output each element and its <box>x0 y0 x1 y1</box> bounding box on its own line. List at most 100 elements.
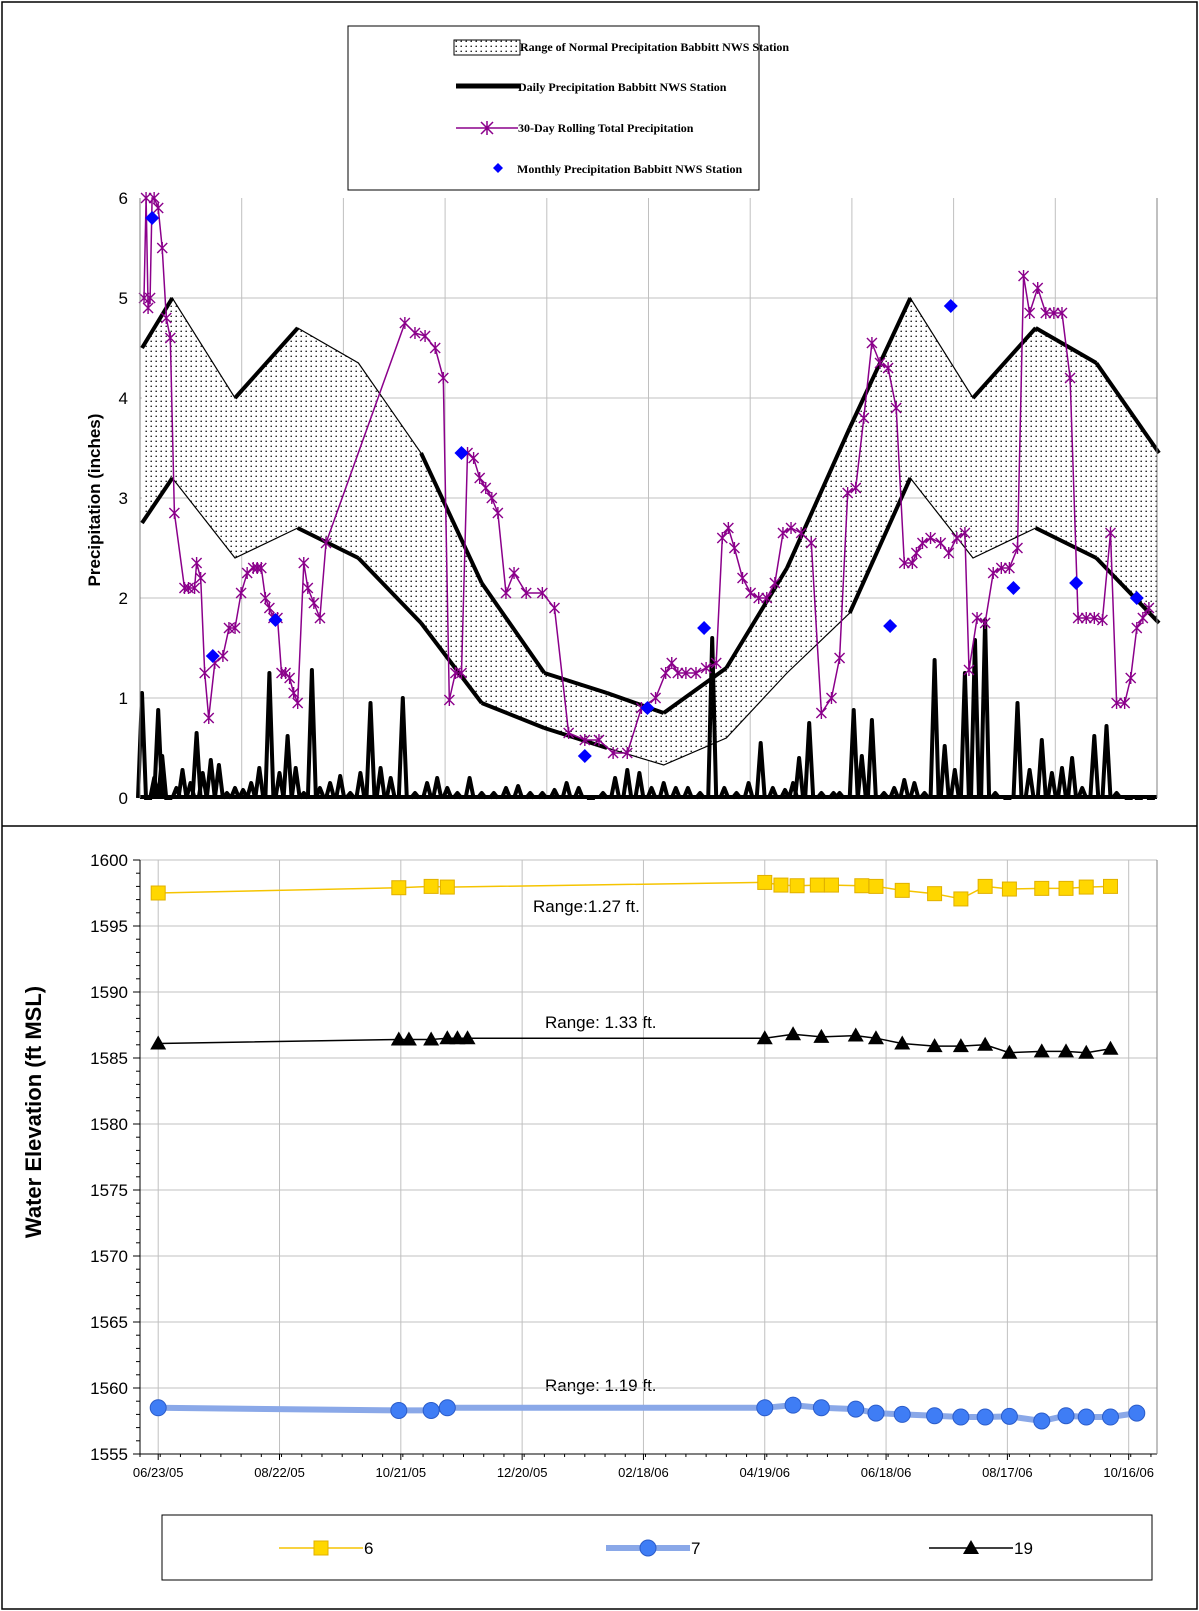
rolling-total-point <box>874 357 886 369</box>
normal-range-upper-heavy-0 <box>140 296 175 350</box>
well-6-point <box>809 877 825 893</box>
x-tick-label-06/23/05: 06/23/05 <box>133 1465 184 1480</box>
daily-precip-spike <box>289 766 302 799</box>
x-tick-label-06/18/06: 06/18/06 <box>861 1465 912 1480</box>
well-6-point <box>868 878 884 894</box>
rolling-total-point <box>217 650 229 662</box>
daily-precip-spike <box>421 781 434 799</box>
daily-precip-spike <box>908 781 921 799</box>
y-tick-elev-1595: 1595 <box>90 917 128 936</box>
rolling-total-point <box>795 527 807 539</box>
normal-range-band <box>142 298 1159 765</box>
rolling-total-point <box>607 747 619 759</box>
normal-range-lower-heavy-6 <box>847 477 913 614</box>
daily-precip-spike <box>865 718 878 799</box>
rolling-total-point <box>761 592 773 604</box>
daily-precip-spike <box>374 766 387 799</box>
daily-precip-spike <box>847 708 860 799</box>
daily-precip-spike <box>463 776 476 799</box>
normal-range-lower-heavy-3 <box>419 621 484 705</box>
rolling-total-point <box>995 562 1007 574</box>
x-tick-label-12/20/05: 12/20/05 <box>497 1465 548 1480</box>
legend-marker-rolling-total <box>480 121 494 135</box>
y-tick-elev-1590: 1590 <box>90 983 128 1002</box>
legend-label-well-19: 19 <box>1014 1539 1033 1558</box>
rolling-total-point <box>320 537 332 549</box>
daily-precip-spike <box>979 618 992 799</box>
rolling-total-point <box>825 692 837 704</box>
rolling-total-point <box>1024 307 1036 319</box>
well-7-point <box>926 1407 944 1425</box>
rolling-total-point <box>858 412 870 424</box>
daily-precip-spike <box>633 771 646 799</box>
rolling-total-point <box>419 330 431 342</box>
well-7-point <box>1101 1408 1119 1426</box>
normal-range-upper-heavy-4 <box>543 671 608 695</box>
y-tick-elev-1600: 1600 <box>90 851 128 870</box>
rolling-total-point <box>474 472 486 484</box>
daily-precip-spike <box>803 721 816 799</box>
rolling-total-point <box>520 587 532 599</box>
rolling-total-point <box>1018 270 1030 282</box>
rolling-total-point <box>199 667 211 679</box>
daily-precip-spike <box>441 786 454 799</box>
rolling-total-point <box>486 492 498 504</box>
normal-range-upper-heavy-6 <box>662 666 728 715</box>
y-tick-elev-1580: 1580 <box>90 1115 128 1134</box>
well-7-point <box>1057 1407 1075 1425</box>
legend-label-well-7: 7 <box>691 1539 700 1558</box>
daily-precip-spike <box>1076 786 1089 799</box>
well-6-point <box>773 877 789 893</box>
rolling-total-point <box>191 557 203 569</box>
well-7-point <box>1033 1412 1051 1430</box>
well-7-point <box>867 1404 885 1422</box>
y-tick-elev-1555: 1555 <box>90 1445 128 1464</box>
x-tick-label-08/17/06: 08/17/06 <box>982 1465 1033 1480</box>
daily-precip-spike <box>190 731 203 799</box>
legend-label-normal-range: Range of Normal Precipitation Babbitt NW… <box>520 40 789 54</box>
annotation-range-7: Range: 1.19 ft. <box>545 1376 657 1395</box>
rolling-total-point <box>1096 614 1108 626</box>
rolling-total-point <box>722 522 734 534</box>
rolling-total-point <box>1143 602 1155 614</box>
well-6-point <box>854 878 870 894</box>
daily-precip-spike <box>305 668 318 799</box>
well-19-point <box>390 1031 407 1046</box>
daily-precip-spike <box>657 781 670 799</box>
daily-precip-spike <box>1023 768 1036 799</box>
normal-range-lower-heavy-1 <box>296 526 360 560</box>
daily-precip-spike <box>706 636 719 799</box>
monthly-precip-point <box>943 299 958 313</box>
legend-label-rolling-total: 30-Day Rolling Total Precipitation <box>518 121 694 135</box>
daily-precip-spike <box>958 671 971 799</box>
well-19-point <box>867 1030 884 1045</box>
rolling-total-point <box>229 622 241 634</box>
rolling-total-point <box>235 587 247 599</box>
daily-precip-spike <box>431 776 444 799</box>
rolling-total-point <box>1080 612 1092 624</box>
well-19-point <box>977 1036 994 1051</box>
rolling-total-point <box>548 602 560 614</box>
y-tick-precip-2: 2 <box>119 589 128 608</box>
rolling-total-point <box>1003 562 1015 574</box>
rolling-total-point <box>769 577 781 589</box>
rolling-total-point <box>409 327 421 339</box>
annotation-range-6: Range:1.27 ft. <box>533 897 640 916</box>
rolling-total-point <box>195 572 207 584</box>
rolling-total-point <box>160 312 172 324</box>
rolling-total-point <box>302 582 314 594</box>
rolling-total-point <box>971 612 983 624</box>
rolling-total-point <box>785 522 797 534</box>
rolling-total-point <box>429 342 441 354</box>
legend-label-daily-precip: Daily Precipitation Babbitt NWS Station <box>518 80 727 94</box>
rolling-total-point <box>1040 307 1052 319</box>
legend-label-well-6: 6 <box>364 1539 373 1558</box>
rolling-total-point <box>292 697 304 709</box>
well-7-point <box>756 1399 774 1417</box>
normal-range-lower-edge <box>141 476 1160 766</box>
normal-range-lower-heavy-7 <box>1034 526 1098 560</box>
normal-range-lower-heavy-2 <box>356 556 423 625</box>
rolling-total-point <box>1137 612 1149 624</box>
daily-precip-spike <box>855 754 868 799</box>
x-tick-label-08/22/05: 08/22/05 <box>254 1465 305 1480</box>
